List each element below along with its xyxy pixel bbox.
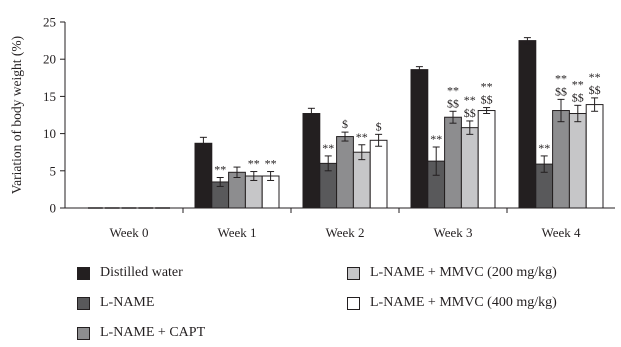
x-tick-label: Week 3 xyxy=(433,225,472,240)
x-tick-label: Week 1 xyxy=(217,225,256,240)
significance-annotation: ** xyxy=(464,93,476,107)
legend-label: L-NAME + MMVC (200 mg/kg) xyxy=(370,265,557,280)
legend-label: L-NAME + CAPT xyxy=(100,325,206,340)
legend-swatch xyxy=(347,296,360,310)
significance-annotation: ** xyxy=(322,141,334,155)
significance-annotation: $$ xyxy=(481,93,493,107)
legend-label: Distilled water xyxy=(100,265,183,280)
legend-item-l-name: L-NAME xyxy=(77,294,154,312)
y-tick-label: 10 xyxy=(43,126,56,141)
legend-swatch xyxy=(77,296,90,310)
x-tick-label: Week 4 xyxy=(541,225,581,240)
legend-item-l-name-capt: L-NAME + CAPT xyxy=(77,324,205,342)
significance-annotation: $ xyxy=(342,117,348,131)
significance-annotation: ** xyxy=(430,132,442,146)
bar-chart: ** ** ****$**$****$$ **$$**$$****$$**$$**$$… xyxy=(9,15,615,241)
significance-annotation: $$ xyxy=(555,84,567,98)
significance-annotation: ** xyxy=(589,70,601,84)
significance-annotation: ** xyxy=(572,77,584,91)
y-axis-label: Variation of body weight (%) xyxy=(9,36,24,194)
x-tick-label: Week 2 xyxy=(325,225,364,240)
x-tick-label: Week 0 xyxy=(109,225,148,240)
legend-label: L-NAME + MMVC (400 mg/kg) xyxy=(370,295,557,310)
y-tick-label: 5 xyxy=(50,163,57,178)
chart-bars: ** ** ****$**$****$$ **$$**$$****$$**$$**$$ xyxy=(88,37,604,209)
legend-item-mmvc-400: L-NAME + MMVC (400 mg/kg) xyxy=(347,294,557,312)
significance-annotation: ** xyxy=(555,71,567,85)
y-tick-label: 25 xyxy=(43,15,56,30)
significance-annotation: ** xyxy=(447,83,459,97)
significance-annotation: ** xyxy=(538,141,550,155)
y-tick-label: 15 xyxy=(43,89,56,104)
legend-item-mmvc-200: L-NAME + MMVC (200 mg/kg) xyxy=(347,264,557,282)
significance-annotation: ** xyxy=(248,157,260,171)
significance-annotation: ** xyxy=(481,80,493,94)
significance-annotation: $$ xyxy=(589,83,601,97)
significance-annotation: $$ xyxy=(464,106,476,120)
legend-swatch xyxy=(347,266,360,280)
legend-swatch xyxy=(77,326,90,340)
legend-label: L-NAME xyxy=(100,295,155,310)
legend-swatch xyxy=(77,266,90,280)
significance-annotation: ** xyxy=(214,162,226,176)
significance-annotation: $ xyxy=(376,119,382,133)
y-tick-label: 20 xyxy=(43,52,56,67)
significance-annotation: $$ xyxy=(572,90,584,104)
legend-item-distilled-water: Distilled water xyxy=(77,264,183,282)
y-tick-label: 0 xyxy=(50,201,57,216)
significance-annotation: ** xyxy=(265,157,277,171)
significance-annotation: ** xyxy=(356,130,368,144)
significance-annotation: $$ xyxy=(447,96,459,110)
chart-ticks: 0 5 10 15 20 25 Week 0 Week 1 Week 2 Week 3 Week 4 xyxy=(43,15,581,241)
